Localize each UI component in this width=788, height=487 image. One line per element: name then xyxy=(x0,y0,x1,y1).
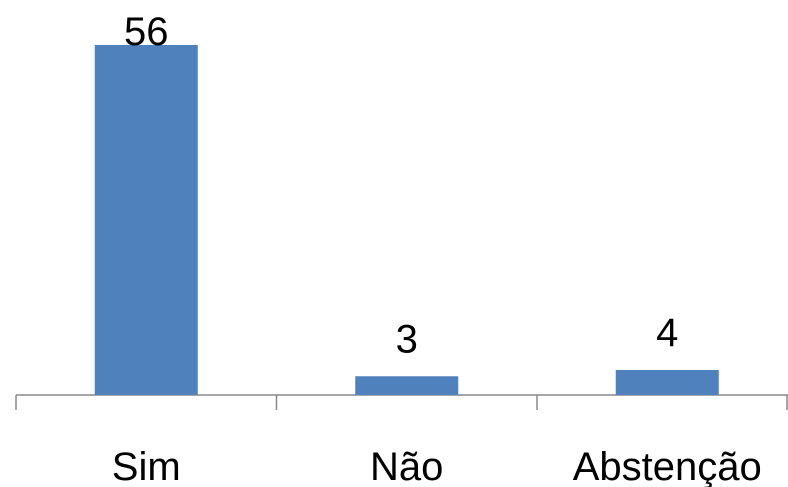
data-label: 3 xyxy=(396,317,418,361)
x-tick-label: Não xyxy=(370,445,443,487)
data-label: 4 xyxy=(656,311,678,355)
x-tick-label: Sim xyxy=(112,445,181,487)
x-tick-label: Abstenção xyxy=(573,445,762,487)
bar xyxy=(94,45,198,395)
data-label: 56 xyxy=(124,10,169,54)
bar xyxy=(355,376,459,395)
bar xyxy=(615,370,719,395)
